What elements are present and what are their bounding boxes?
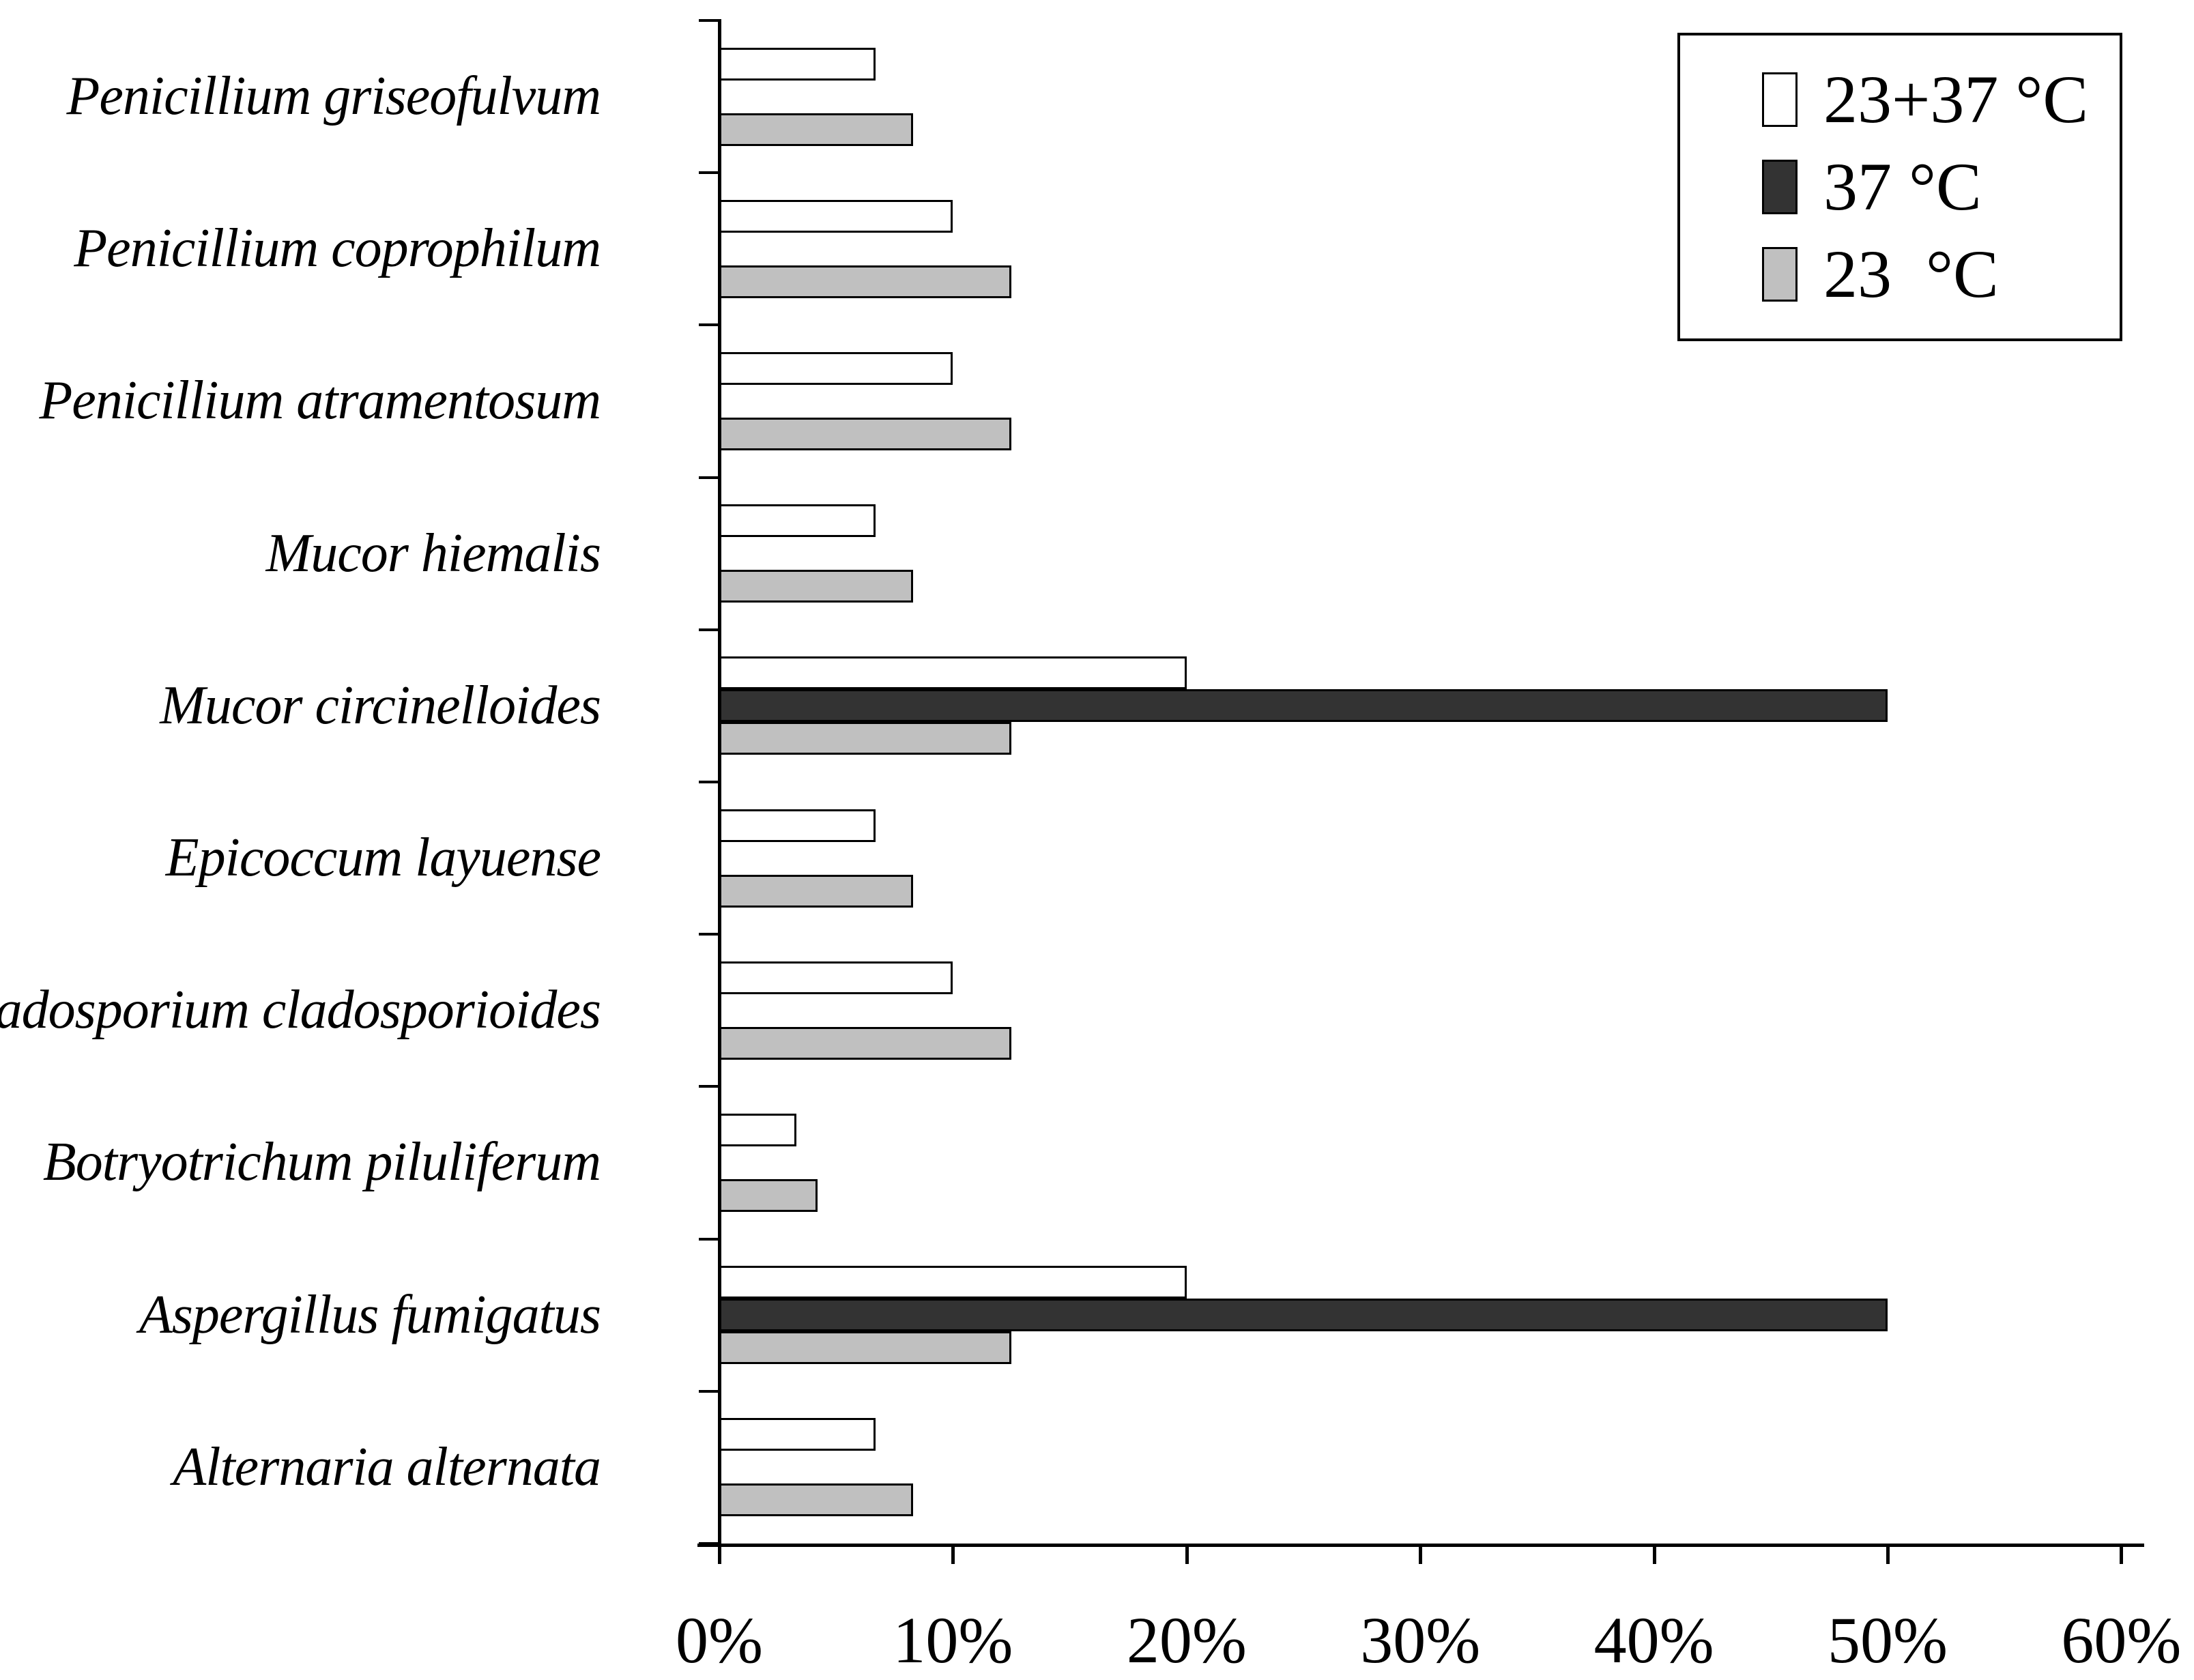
y-tick-mark: [699, 1389, 719, 1393]
y-tick-mark: [699, 781, 719, 783]
bar-23-°C: [719, 874, 914, 908]
legend-label: 23+37 °C: [1823, 61, 2089, 137]
bar-23-°C: [719, 1026, 1011, 1060]
category-label: Penicillium atramentosum: [39, 371, 601, 431]
bar-23+37-°C: [719, 1418, 876, 1451]
y-tick-mark: [699, 1237, 719, 1241]
bar-23+37-°C: [719, 961, 953, 994]
bar-23-°C: [719, 113, 914, 146]
x-tick-label: 0%: [676, 1604, 763, 1677]
category-label: Aspergillus fumigatus: [139, 1284, 601, 1345]
legend-swatch-gray: [1762, 247, 1798, 302]
bar-23+37-°C: [719, 809, 876, 842]
y-tick-mark: [699, 323, 719, 327]
bar-23+37-°C: [719, 656, 1187, 690]
x-tick-mark: [718, 1544, 721, 1564]
legend: 23+37 °C 37 °C 23 °C: [1677, 33, 2122, 341]
bar-23+37-°C: [719, 1114, 796, 1146]
category-label: Alternaria alternata: [173, 1436, 601, 1497]
bar-23-°C: [719, 1179, 818, 1212]
category-label: Penicillium coprophilum: [74, 218, 601, 279]
category-label: Penicillium griseofulvum: [66, 66, 601, 127]
bar-23-°C: [719, 1483, 914, 1517]
bar-37-°C: [719, 689, 1888, 723]
y-tick-mark: [699, 628, 719, 631]
legend-item: 23 °C: [1762, 240, 2120, 308]
bar-23-°C: [719, 265, 1011, 298]
bar-23+37-°C: [719, 47, 876, 81]
x-tick-mark: [1419, 1544, 1423, 1564]
bar-23-°C: [719, 722, 1011, 755]
legend-swatch-white: [1762, 72, 1798, 127]
bar-23-°C: [719, 570, 914, 603]
x-tick-label: 60%: [2061, 1604, 2182, 1677]
legend-item: 23+37 °C: [1762, 66, 2120, 134]
x-tick-label: 10%: [893, 1604, 1013, 1677]
category-label: Cladosporium cladosporioides: [0, 980, 601, 1041]
legend-item: 37 °C: [1762, 153, 2120, 221]
category-label: Mucor hiemalis: [265, 523, 601, 583]
bar-23+37-°C: [719, 1266, 1187, 1299]
bar-23-°C: [719, 1331, 1011, 1365]
legend-label: 37 °C: [1823, 149, 1982, 225]
bar-23+37-°C: [719, 504, 876, 538]
legend-swatch-dark: [1762, 160, 1798, 214]
x-tick-label: 40%: [1593, 1604, 1714, 1677]
y-tick-mark: [699, 476, 719, 479]
x-tick-mark: [951, 1544, 955, 1564]
x-tick-mark: [2120, 1544, 2124, 1564]
y-tick-mark: [699, 19, 719, 22]
legend-label: 23 °C: [1823, 236, 1999, 312]
x-tick-mark: [1886, 1544, 1890, 1564]
x-tick-mark: [1652, 1544, 1656, 1564]
category-label: Mucor circinelloides: [160, 675, 601, 736]
x-tick-label: 50%: [1828, 1604, 1948, 1677]
y-tick-mark: [699, 933, 719, 936]
bar-23+37-°C: [719, 352, 953, 385]
x-tick-label: 20%: [1126, 1604, 1247, 1677]
bar-37-°C: [719, 1299, 1888, 1332]
y-tick-mark: [699, 1085, 719, 1088]
x-tick-mark: [1185, 1544, 1189, 1564]
y-axis-line: [718, 19, 721, 1546]
x-tick-label: 30%: [1360, 1604, 1481, 1677]
bar-23+37-°C: [719, 199, 953, 233]
y-tick-mark: [699, 171, 719, 175]
bar-23-°C: [719, 418, 1011, 450]
category-label: Botryotrichum piluliferum: [42, 1132, 601, 1193]
y-tick-mark: [699, 1542, 719, 1545]
category-label: Epicoccum layuense: [165, 828, 601, 888]
